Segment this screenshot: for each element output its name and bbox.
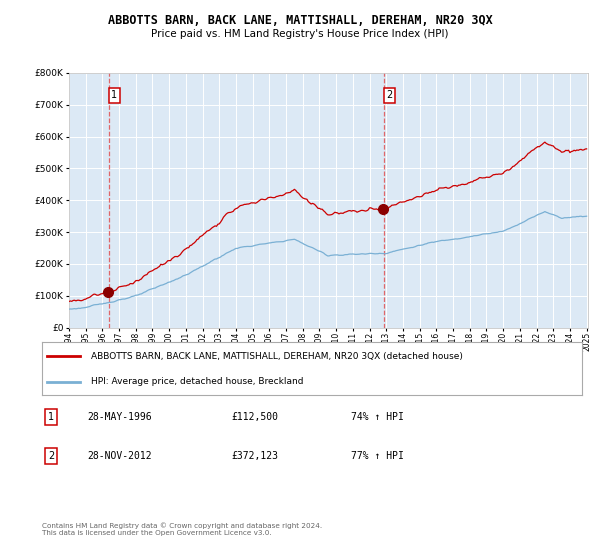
Text: 1: 1 bbox=[111, 90, 117, 100]
Text: HPI: Average price, detached house, Breckland: HPI: Average price, detached house, Brec… bbox=[91, 377, 303, 386]
Text: ABBOTTS BARN, BACK LANE, MATTISHALL, DEREHAM, NR20 3QX: ABBOTTS BARN, BACK LANE, MATTISHALL, DER… bbox=[107, 14, 493, 27]
Text: 1: 1 bbox=[48, 412, 54, 422]
Text: Price paid vs. HM Land Registry's House Price Index (HPI): Price paid vs. HM Land Registry's House … bbox=[151, 29, 449, 39]
Text: 74% ↑ HPI: 74% ↑ HPI bbox=[351, 412, 404, 422]
Text: 77% ↑ HPI: 77% ↑ HPI bbox=[351, 451, 404, 461]
Text: Contains HM Land Registry data © Crown copyright and database right 2024.
This d: Contains HM Land Registry data © Crown c… bbox=[42, 522, 322, 535]
Text: £112,500: £112,500 bbox=[231, 412, 278, 422]
Text: 28-NOV-2012: 28-NOV-2012 bbox=[87, 451, 152, 461]
Text: 2: 2 bbox=[48, 451, 54, 461]
Text: £372,123: £372,123 bbox=[231, 451, 278, 461]
Text: 28-MAY-1996: 28-MAY-1996 bbox=[87, 412, 152, 422]
Text: ABBOTTS BARN, BACK LANE, MATTISHALL, DEREHAM, NR20 3QX (detached house): ABBOTTS BARN, BACK LANE, MATTISHALL, DER… bbox=[91, 352, 463, 361]
Text: 2: 2 bbox=[386, 90, 393, 100]
